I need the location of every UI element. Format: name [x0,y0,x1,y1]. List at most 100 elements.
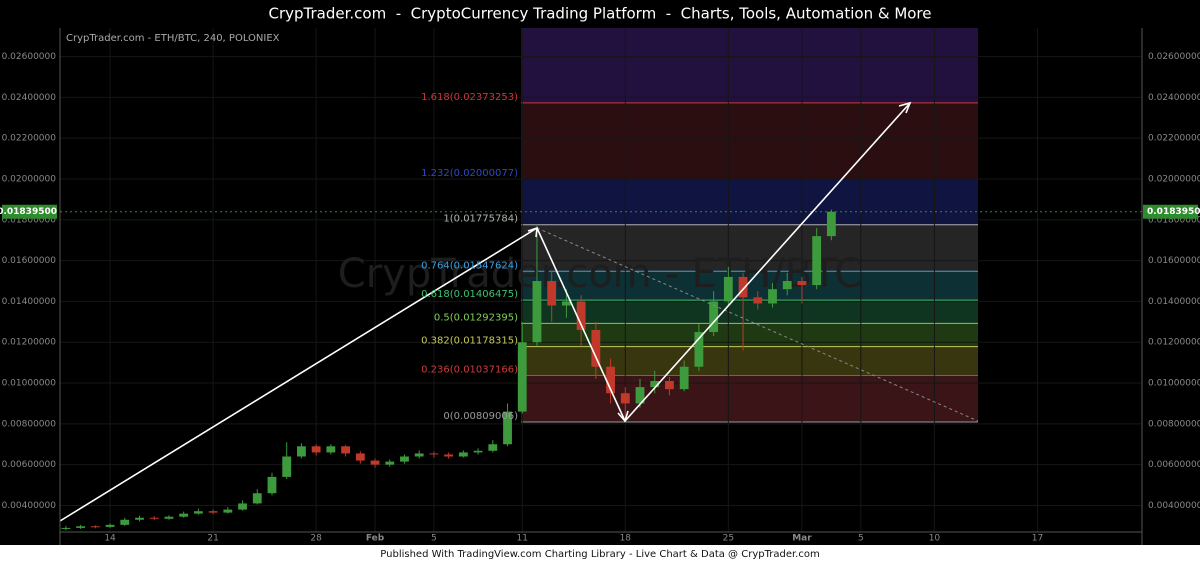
fib-band [521,375,978,423]
candle-body [576,301,586,330]
x-tick-label: Feb [366,534,385,544]
candle-body [723,276,733,302]
y-tick-label: 0.01600000 [2,256,57,266]
candle-body [812,236,822,286]
candle-body [738,276,748,298]
y-tick-label: 0.02600000 [1148,52,1200,62]
candle-body [179,513,189,517]
candle-body [193,511,203,514]
arrow-head [898,101,912,114]
y-tick-label: 0.02200000 [2,134,57,144]
y-tick-label: 0.01800000 [1148,215,1200,225]
title-bar [0,0,1200,28]
candle-body [517,342,527,412]
y-tick-label: 0.02000000 [2,174,57,184]
y-tick-label: 0.01400000 [1148,297,1200,307]
y-tick-label: 0.01200000 [1148,338,1200,348]
candle-body [223,509,233,513]
candle-body [238,503,247,510]
y-tick-label: 0.02200000 [1148,134,1200,144]
candle-body [76,526,86,528]
candle-body [591,329,601,367]
last-price-box [2,204,57,219]
y-tick-label: 0.02000000 [1148,174,1200,184]
fib-band [521,178,978,225]
axes [0,28,1200,545]
candle-body [694,332,704,367]
candle-body [768,289,777,304]
candle-body [547,281,557,306]
candle-body [355,453,365,461]
legend-text: CrypTrader.com - ETH/BTC, 240, POLONIEX [66,33,280,44]
candle-body [61,527,71,529]
candle-body [135,517,144,520]
candle-body [665,381,674,390]
candle-body [282,456,292,477]
candle-body [488,444,498,451]
page-title: CrypTrader.com - CryptoCurrency Trading … [268,5,931,23]
fib-band [521,28,978,103]
fib-label: 0(0.00809006) [443,411,518,422]
candles [61,209,836,531]
candle-body [120,519,130,525]
candle-body [429,453,439,455]
y-tick-label: 0.02400000 [2,93,57,103]
trend-line [59,227,538,522]
x-tick-label: 14 [104,534,116,544]
fib-label: 0.382(0.01178315) [421,336,518,347]
watermark: CrypTrader.com - ETH/BTC [338,251,862,297]
candle-body [532,281,542,343]
fib-label: 0.236(0.01037166) [421,364,518,375]
last-price-label: 0.01839500 [1147,207,1200,217]
candle-body [826,211,836,237]
candle-body [149,517,159,519]
fib-band [521,346,978,376]
candle-body [297,446,306,457]
fib-band [521,323,978,347]
x-tick-label: 5 [858,534,864,544]
fib-band [521,102,978,179]
y-tick-label: 0.00800000 [1148,419,1200,429]
candle-body [370,460,380,465]
fib-band [521,300,978,324]
x-tick-label: Mar [792,534,812,544]
candle-body [326,446,336,453]
footer: Published With TradingView.com Charting … [380,549,819,560]
y-tick-label: 0.01000000 [1148,379,1200,389]
arrow-head [527,226,538,238]
candle-body [444,454,454,457]
fib-label: 1.618(0.02373253) [421,92,518,103]
fib-band [521,224,978,272]
candle-body [473,450,483,453]
pattern-drawing [59,101,979,522]
x-tick-label: 11 [517,534,528,544]
fib-label: 0.764(0.01547624) [421,260,518,271]
candle-body [606,366,615,394]
y-tick-label: 0.02400000 [1148,93,1200,103]
fib-label: 0.5(0.01292395) [434,312,518,323]
x-tick-label: 21 [207,534,218,544]
y-tick-label: 0.00400000 [2,501,57,511]
candle-body [503,411,512,445]
candle-body [561,301,571,306]
last-price-label: 0.01839500 [0,207,57,217]
x-tick-label: 25 [723,534,734,544]
y-tick-label: 0.00800000 [2,419,57,429]
x-tick-label: 18 [620,534,632,544]
y-tick-label: 0.01400000 [2,297,57,307]
candle-body [797,281,807,286]
y-tick-label: 0.01800000 [2,215,57,225]
y-tick-label: 0.00400000 [1148,501,1200,511]
y-tick-label: 0.02600000 [2,52,57,62]
candle-body [252,493,262,504]
candle-body [782,281,792,290]
y-tick-label: 0.01600000 [1148,256,1200,266]
candle-body [414,453,424,457]
candle-body [267,476,277,494]
grid [60,28,1142,532]
left-axis-panel [0,28,60,545]
x-tick-label: 28 [310,534,322,544]
candle-body [90,526,100,528]
y-tick-label: 0.01000000 [2,379,57,389]
fib-bands [521,28,978,423]
